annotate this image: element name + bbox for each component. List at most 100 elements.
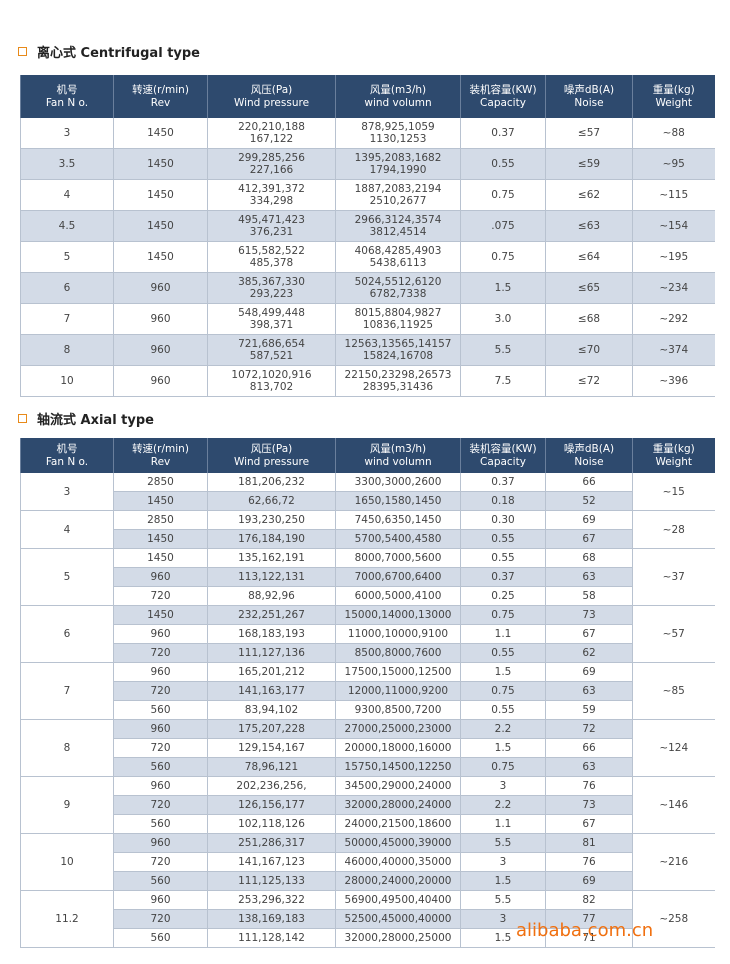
header-cn: 机号 [56, 83, 78, 96]
cell: 7 [20, 662, 114, 720]
header-cell: 转速(r/min) Rev [113, 75, 208, 118]
header-en: Noise [574, 455, 604, 468]
cell: 52500,45000,40000 [335, 909, 461, 929]
axial-table: 机号 Fan N o. 转速(r/min) Rev 风压(Pa) Wind pressur… [20, 438, 715, 948]
cell-line: 1130,1253 [369, 133, 427, 145]
data-row: 3.5 1450 299,285,256 227,166 1395,2083,1682 1… [20, 148, 715, 180]
cell: ~124 [632, 719, 715, 777]
cell: 299,285,256 227,166 [207, 148, 336, 180]
cell: 720 [113, 909, 208, 929]
cell: 3 [460, 852, 546, 872]
cell: ~216 [632, 833, 715, 891]
cell: 6 [20, 605, 114, 663]
cell: 72 [545, 719, 633, 739]
cell: 193,230,250 [207, 510, 336, 530]
cell: 960 [113, 833, 208, 853]
header-cn: 风量(m3/h) [369, 83, 427, 96]
data-row: 7 960 548,499,448 398,371 8015,8804,9827 1083… [20, 303, 715, 335]
cell: 32000,28000,25000 [335, 928, 461, 948]
cell: 7450,6350,1450 [335, 510, 461, 530]
cell: 111,127,136 [207, 643, 336, 663]
cell: ~85 [632, 662, 715, 720]
cell: 0.37 [460, 473, 546, 492]
data-row: 720 138,169,183 52500,45000,40000 3 77 [21, 909, 715, 929]
cell-line: 587,521 [249, 350, 294, 362]
header-cell: 转速(r/min) Rev [113, 438, 208, 473]
cell: 9300,8500,7200 [335, 700, 461, 720]
cell-line: 721,686,654 [238, 338, 305, 350]
cell: 10 [20, 833, 114, 891]
data-row: 960 168,183,193 11000,10000,9100 1.1 67 [21, 624, 715, 644]
cell: 58 [545, 586, 633, 606]
cell: 0.75 [460, 241, 546, 273]
cell: 15750,14500,12250 [335, 757, 461, 777]
cell: 1.5 [460, 928, 546, 948]
header-en: Capacity [480, 96, 526, 109]
cell: 1.5 [460, 738, 546, 758]
cell: 67 [545, 814, 633, 834]
cell: 3300,3000,2600 [335, 473, 461, 492]
header-cell: 风压(Pa) Wind pressure [207, 438, 336, 473]
header-cell: 风量(m3/h) wind volumn [335, 438, 461, 473]
cell-line: 167,122 [249, 133, 294, 145]
header-cn: 重量(kg) [652, 442, 695, 455]
cell: 76 [545, 852, 633, 872]
cell: 960 [113, 662, 208, 682]
cell: .075 [460, 210, 546, 242]
header-en: Rev [150, 455, 171, 468]
data-row: 720 111,127,136 8500,8000,7600 0.55 62 [21, 643, 715, 663]
cell: 5 [20, 241, 114, 273]
cell: 2850 [113, 473, 208, 492]
watermark: alibaba.com.cn [516, 920, 654, 941]
data-row: 560 83,94,102 9300,8500,7200 0.55 59 [21, 700, 715, 720]
cell: 175,207,228 [207, 719, 336, 739]
header-en: Fan N o. [45, 455, 89, 468]
cell: 0.25 [460, 586, 546, 606]
cell: 3.5 [20, 148, 114, 180]
data-row: 720 141,167,123 46000,40000,35000 3 76 [21, 852, 715, 872]
data-row: 560 102,118,126 24000,21500,18600 1.1 67 [21, 814, 715, 834]
cell: 4 [20, 179, 114, 211]
cell-line: 5024,5512,6120 [354, 276, 442, 288]
cell: 181,206,232 [207, 473, 336, 492]
cell: 135,162,191 [207, 548, 336, 568]
header-cell: 风量(m3/h) wind volumn [335, 75, 461, 118]
cell: 62 [545, 643, 633, 663]
cell: ~154 [632, 210, 715, 242]
cell: 5 [20, 548, 114, 606]
centrifugal-table: 机号 Fan N o. 转速(r/min) Rev 风压(Pa) Wind pressur… [20, 75, 715, 397]
data-row: 960 113,122,131 7000,6700,6400 0.37 63 [21, 567, 715, 587]
cell: 720 [113, 738, 208, 758]
cell: 960 [113, 303, 208, 335]
cell: ~37 [632, 548, 715, 606]
cell: 385,367,330 293,223 [207, 272, 336, 304]
section-heading: 离心式 Centrifugal type [18, 42, 200, 61]
cell: ≤64 [545, 241, 633, 273]
cell: 4.5 [20, 210, 114, 242]
data-row: 10 960 1072,1020,916 813,702 22150,23298,265… [20, 365, 715, 397]
cell-line: 485,378 [249, 257, 294, 269]
header-cell: 机号 Fan N o. [20, 438, 114, 473]
cell: 56900,49500,40400 [335, 890, 461, 910]
cell: 720 [113, 852, 208, 872]
cell: 1450 [113, 241, 208, 273]
cell: 111,128,142 [207, 928, 336, 948]
cell: 2.2 [460, 719, 546, 739]
cell-line: 2510,2677 [369, 195, 427, 207]
data-row: 560 111,125,133 28000,24000,20000 1.5 69 [21, 871, 715, 891]
cell: 0.55 [460, 548, 546, 568]
cell: 63 [545, 757, 633, 777]
cell: ≤57 [545, 118, 633, 149]
cell: 5024,5512,6120 6782,7338 [335, 272, 461, 304]
cell: 176,184,190 [207, 529, 336, 549]
cell: 960 [113, 624, 208, 644]
section-title: 离心式 Centrifugal type [37, 46, 201, 61]
cell: 1.1 [460, 624, 546, 644]
header-cn: 噪声dB(A) [563, 442, 615, 455]
cell: 8 [20, 334, 114, 366]
header-en: Wind pressure [233, 96, 310, 109]
cell-line: 28395,31436 [362, 381, 434, 393]
cell: ~234 [632, 272, 715, 304]
data-row: 720 88,92,96 6000,5000,4100 0.25 58 [21, 586, 715, 606]
data-row: 4 1450 412,391,372 334,298 1887,2083,2194 251… [20, 179, 715, 211]
